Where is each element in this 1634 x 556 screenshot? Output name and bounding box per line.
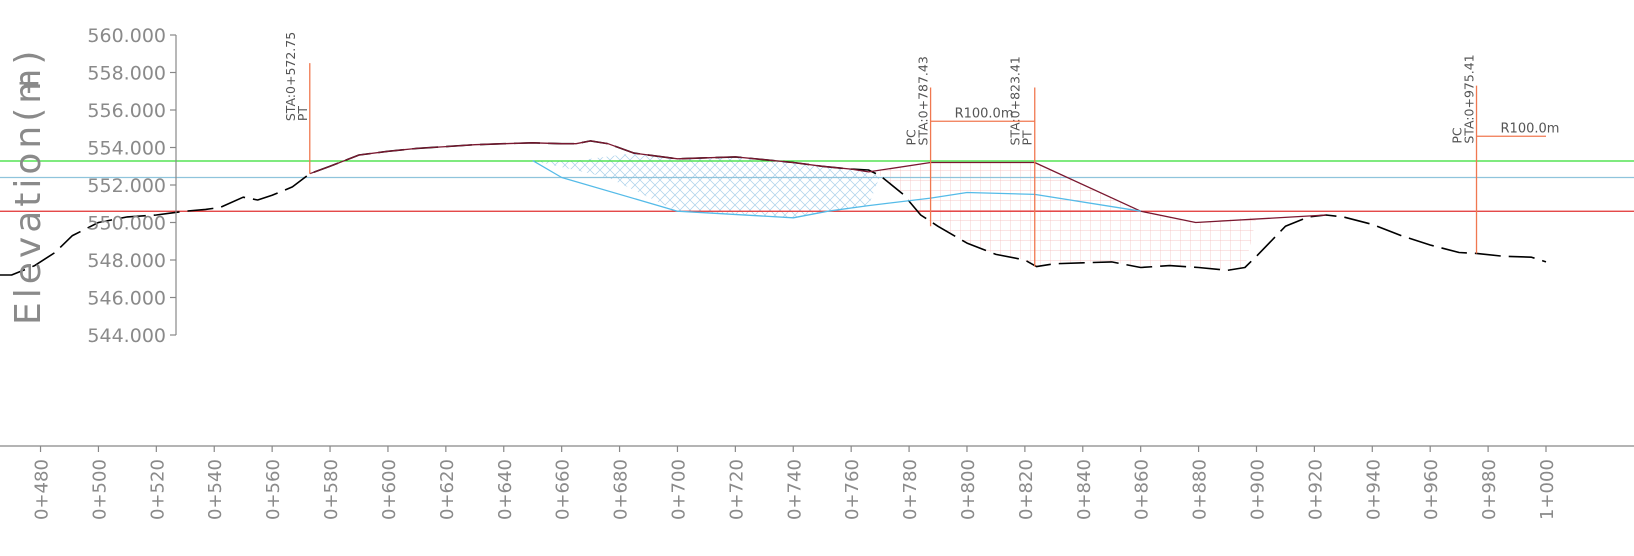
x-tick-label: 0+840 — [1074, 459, 1095, 520]
x-tick-label: 0+660 — [553, 459, 574, 520]
x-tick-label: 0+700 — [668, 459, 689, 520]
x-tick-label: 0+800 — [958, 459, 979, 520]
curve-radius-label: R100.0m — [955, 106, 1014, 121]
y-tick-label: 546.000 — [87, 288, 166, 310]
y-tick-label: 552.000 — [87, 175, 166, 197]
station-label: PT — [1020, 130, 1035, 146]
x-tick-label: 0+900 — [1247, 459, 1268, 520]
y-tick-label: 560.000 — [87, 25, 166, 47]
fill-region — [868, 162, 1257, 271]
y-tick-label: 544.000 — [87, 325, 166, 347]
y-tick-label: 550.000 — [87, 213, 166, 235]
x-tick-label: 0+740 — [784, 459, 805, 520]
x-tick-label: 0+580 — [321, 459, 342, 520]
x-tick-label: 0+780 — [900, 459, 921, 520]
subgrade-line — [532, 160, 1141, 219]
x-tick-label: 0+600 — [379, 459, 400, 520]
station-label: PC — [904, 129, 919, 146]
x-tick-label: 0+880 — [1190, 459, 1211, 520]
y-axis-label: Elevation(m) — [8, 47, 49, 325]
cut-region — [532, 153, 881, 218]
y-tick-label: 558.000 — [87, 63, 166, 85]
x-tick-label: 0+860 — [1132, 459, 1153, 520]
x-tick-label: 0+540 — [205, 459, 226, 520]
station-label: STA:0+787.43 — [916, 56, 931, 145]
station-label: STA:0+823.41 — [1008, 56, 1023, 145]
x-tick-label: 0+500 — [89, 459, 110, 520]
x-tick-label: 0+920 — [1305, 459, 1326, 520]
x-tick-label: 0+940 — [1363, 459, 1384, 520]
y-axis: 560.000 558.000 556.000 554.000 552.000 550.0… — [87, 25, 177, 347]
station-label: STA:0+975.41 — [1462, 54, 1477, 143]
x-tick-label: 0+560 — [263, 459, 284, 520]
x-axis: 0+480 0+500 0+520 0+540 0+560 0+580 0+600 0+620… — [0, 445, 1634, 520]
y-tick-label: 556.000 — [87, 100, 166, 122]
x-tick-label: 0+980 — [1479, 459, 1500, 520]
y-tick-label: 554.000 — [87, 138, 166, 160]
x-tick-label: 0+820 — [1016, 459, 1037, 520]
station-label: PT — [295, 106, 310, 122]
x-tick-label: 0+620 — [437, 459, 458, 520]
x-tick-label: 0+520 — [147, 459, 168, 520]
y-axis-label-marker: + — [16, 66, 41, 101]
y-tick-label: 548.000 — [87, 250, 166, 272]
station-label: STA:0+572.75 — [283, 32, 298, 121]
x-tick-label: 0+640 — [495, 459, 516, 520]
x-tick-label: 0+960 — [1421, 459, 1442, 520]
horizontal-reference-lines — [0, 160, 1634, 212]
x-tick-label: 0+760 — [842, 459, 863, 520]
profile-series — [0, 140, 1547, 276]
x-tick-label: 0+480 — [32, 459, 53, 520]
x-tick-label: 0+680 — [611, 459, 632, 520]
station-label: PC — [1450, 127, 1465, 144]
x-tick-label: 1+000 — [1537, 459, 1558, 520]
curve-radius-label: R100.0m — [1501, 121, 1560, 136]
design-profile-line — [309, 140, 1327, 224]
hatched-regions — [532, 153, 1257, 271]
x-tick-label: 0+720 — [726, 459, 747, 520]
